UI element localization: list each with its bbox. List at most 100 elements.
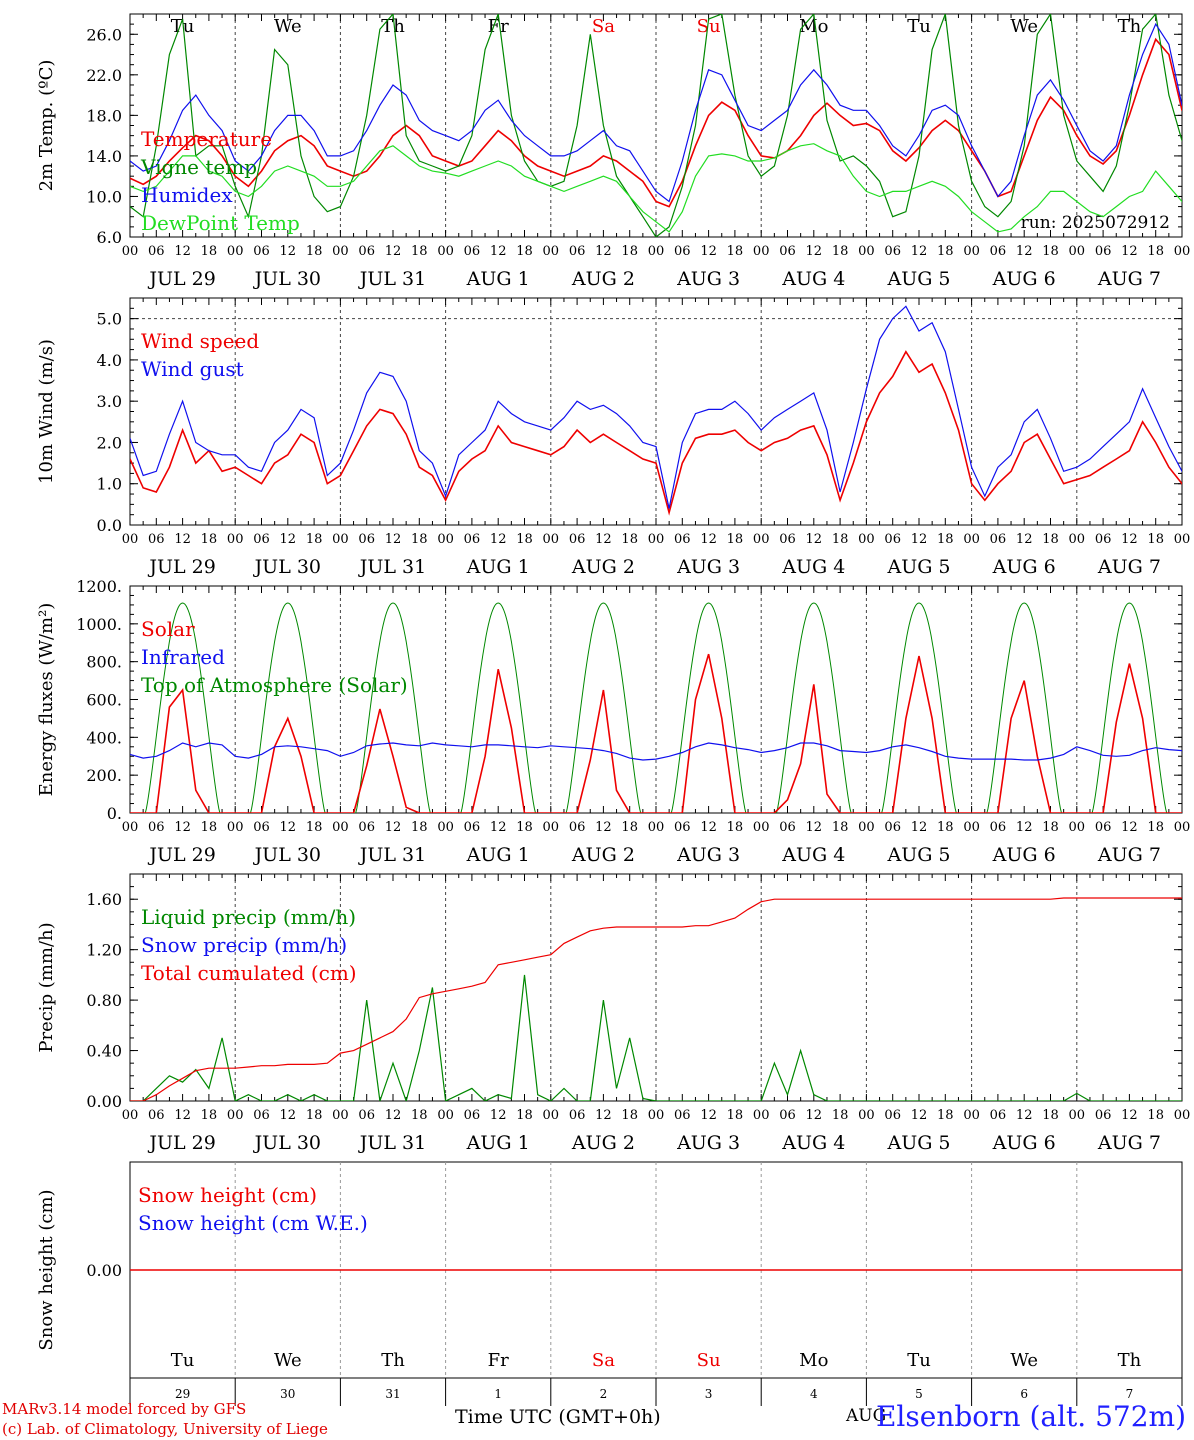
hour-tick-label: 00 (963, 532, 980, 547)
hour-tick-label: 06 (1095, 244, 1112, 259)
legend-solar: Solar (141, 617, 195, 641)
weekday-label: Th (1118, 16, 1142, 37)
hour-tick-label: 06 (674, 1108, 691, 1123)
hour-tick-label: 18 (1147, 244, 1164, 259)
date-label: AUG 2 (571, 268, 635, 290)
hour-tick-label: 18 (516, 1108, 533, 1123)
day-number-label: 7 (1126, 1387, 1134, 1401)
weekday-label: We (1010, 1350, 1038, 1371)
panel-precip: 0.00 0.40 0.80 1.20 1.60 Precip (mm/h) 00 06 12 1… (36, 873, 1190, 1154)
weekday-label: Mo (799, 16, 828, 37)
y-tick-label: 18.0 (86, 106, 122, 125)
series-temperature (130, 37, 1182, 208)
hour-tick-label: 00 (648, 532, 665, 547)
hour-tick-label: 06 (1095, 1108, 1112, 1123)
hour-tick-label: 12 (385, 1108, 402, 1123)
hour-tick-label: 06 (569, 1108, 586, 1123)
hour-tick-label: 12 (280, 820, 297, 835)
hour-tick-label: 00 (332, 244, 349, 259)
weekday-label: Fr (488, 16, 509, 37)
hour-tick-label: 12 (385, 820, 402, 835)
hour-tick-label: 00 (858, 532, 875, 547)
date-label: JUL 30 (253, 556, 321, 578)
hour-tick-label: 12 (806, 1108, 823, 1123)
day-number-label: 5 (915, 1387, 923, 1401)
hour-tick-label: 12 (700, 532, 717, 547)
hour-tick-label: 06 (148, 532, 165, 547)
hour-tick-label: 12 (490, 1108, 507, 1123)
hour-tick-label: 12 (1121, 532, 1138, 547)
hour-tick-label: 00 (753, 244, 770, 259)
y-tick-label: 1.20 (86, 941, 122, 960)
weekday-label: We (1010, 16, 1038, 37)
hour-tick-label: 00 (858, 820, 875, 835)
hour-tick-label: 18 (832, 820, 849, 835)
date-label: AUG 4 (781, 844, 845, 866)
hour-tick-label: 06 (148, 1108, 165, 1123)
hour-tick-label: 00 (1174, 244, 1191, 259)
legend-liquid-precip-mm-h-: Liquid precip (mm/h) (141, 905, 356, 929)
hour-tick-label: 00 (858, 1108, 875, 1123)
model-credit: MARv3.14 model forced by GFS (2, 1400, 247, 1418)
hour-tick-label: 00 (332, 1108, 349, 1123)
legend-top-of-atmosphere-solar-: Top of Atmosphere (Solar) (141, 673, 408, 697)
weekday-label: Sa (592, 1350, 615, 1371)
station-name: Elsenborn (alt. 572m) (875, 1400, 1186, 1433)
hour-tick-label: 18 (1042, 820, 1059, 835)
y-tick-label: 26.0 (86, 25, 122, 44)
date-label: AUG 1 (466, 1132, 530, 1154)
y-tick-label: 600. (86, 691, 122, 710)
hour-tick-label: 12 (490, 820, 507, 835)
hour-tick-label: 00 (543, 1108, 560, 1123)
hour-tick-label: 18 (937, 820, 954, 835)
hour-tick-label: 12 (595, 1108, 612, 1123)
hour-tick-label: 00 (437, 532, 454, 547)
day-number-label: 2 (600, 1387, 608, 1401)
hour-tick-label: 00 (1174, 532, 1191, 547)
date-label: AUG 5 (886, 844, 950, 866)
hour-tick-label: 00 (122, 820, 139, 835)
hour-tick-label: 06 (358, 532, 375, 547)
hour-tick-label: 18 (832, 532, 849, 547)
hour-tick-label: 06 (990, 1108, 1007, 1123)
weekday-label: Fr (488, 1350, 509, 1371)
date-label: AUG 1 (466, 844, 530, 866)
hour-tick-label: 00 (648, 820, 665, 835)
hour-tick-label: 12 (911, 532, 928, 547)
hour-tick-label: 18 (411, 532, 428, 547)
hour-tick-label: 18 (306, 820, 323, 835)
legend-temperature: Temperature (141, 127, 272, 151)
weekday-label: Tu (171, 16, 195, 37)
date-label: AUG 6 (992, 844, 1056, 866)
hour-tick-label: 06 (884, 1108, 901, 1123)
panel-snow: 0.00 Snow height (cm) Snow height (cm) Snow… (36, 1161, 1183, 1406)
date-label: JUL 29 (147, 1132, 215, 1154)
date-label: AUG 6 (992, 268, 1056, 290)
weekday-label: Mo (799, 1350, 828, 1371)
hour-tick-label: 12 (280, 532, 297, 547)
hour-tick-label: 12 (806, 820, 823, 835)
legend-infrared: Infrared (141, 645, 225, 669)
legend-dewpoint-temp: DewPoint Temp (141, 211, 300, 235)
day-number-label: 30 (280, 1387, 295, 1401)
y-axis-label: Precip (mm/h) (36, 922, 57, 1052)
date-label: AUG 3 (676, 268, 740, 290)
hour-tick-label: 00 (858, 244, 875, 259)
hour-tick-label: 12 (911, 820, 928, 835)
day-number-label: 3 (705, 1387, 713, 1401)
hour-tick-label: 06 (884, 244, 901, 259)
date-label: AUG 1 (466, 268, 530, 290)
hour-tick-label: 06 (358, 820, 375, 835)
hour-tick-label: 06 (253, 532, 270, 547)
date-label: AUG 1 (466, 556, 530, 578)
hour-tick-label: 18 (621, 820, 638, 835)
hour-tick-label: 06 (779, 1108, 796, 1123)
y-tick-label: 10.0 (86, 187, 122, 206)
hour-tick-label: 06 (358, 1108, 375, 1123)
weekday-label: Su (697, 16, 721, 37)
hour-tick-label: 06 (464, 532, 481, 547)
hour-tick-label: 00 (1069, 244, 1086, 259)
series-solar (130, 653, 1182, 813)
hour-tick-label: 06 (358, 244, 375, 259)
